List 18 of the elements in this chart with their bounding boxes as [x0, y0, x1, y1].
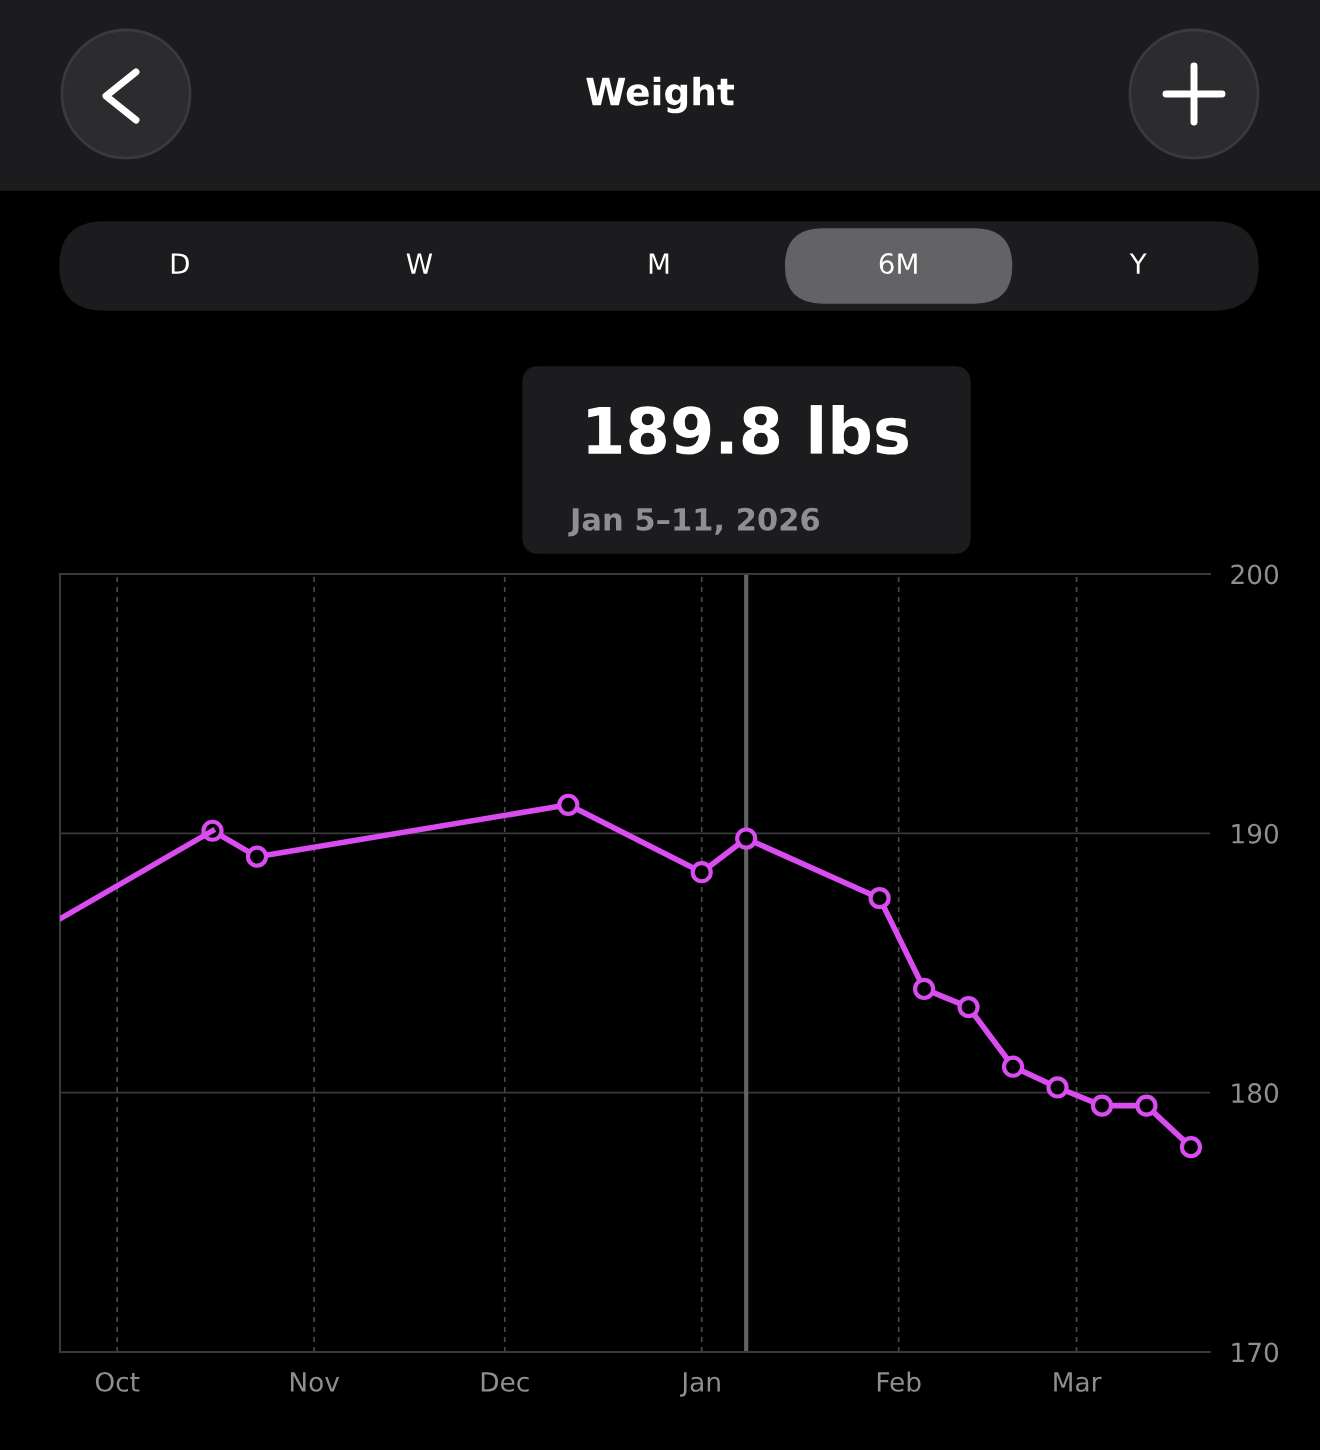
chart-title: Weight: [586, 76, 735, 114]
text: 189.8 lbs: [588, 405, 908, 455]
x-tick-label: Mar: [1054, 1372, 1102, 1392]
text: 6M: [879, 253, 917, 275]
y-tick-label: 200: [1231, 564, 1279, 585]
text: W: [406, 253, 433, 274]
x-tick-label: Jan: [680, 1372, 720, 1397]
x-tick-label: Feb: [877, 1371, 921, 1392]
y-tick-label: 190: [1232, 823, 1279, 844]
text: D: [171, 253, 189, 274]
x-tick-label: Oct: [95, 1371, 140, 1392]
ref-line-label: Jan 5–11, 2026: [568, 507, 820, 537]
text: Y: [1129, 253, 1147, 274]
y-tick-label: 170: [1232, 1342, 1279, 1363]
x-tick-label: Dec: [481, 1372, 529, 1392]
y-tick-label: 180: [1232, 1083, 1279, 1104]
x-tick-label: Nov: [290, 1372, 340, 1392]
text: M: [649, 253, 669, 274]
